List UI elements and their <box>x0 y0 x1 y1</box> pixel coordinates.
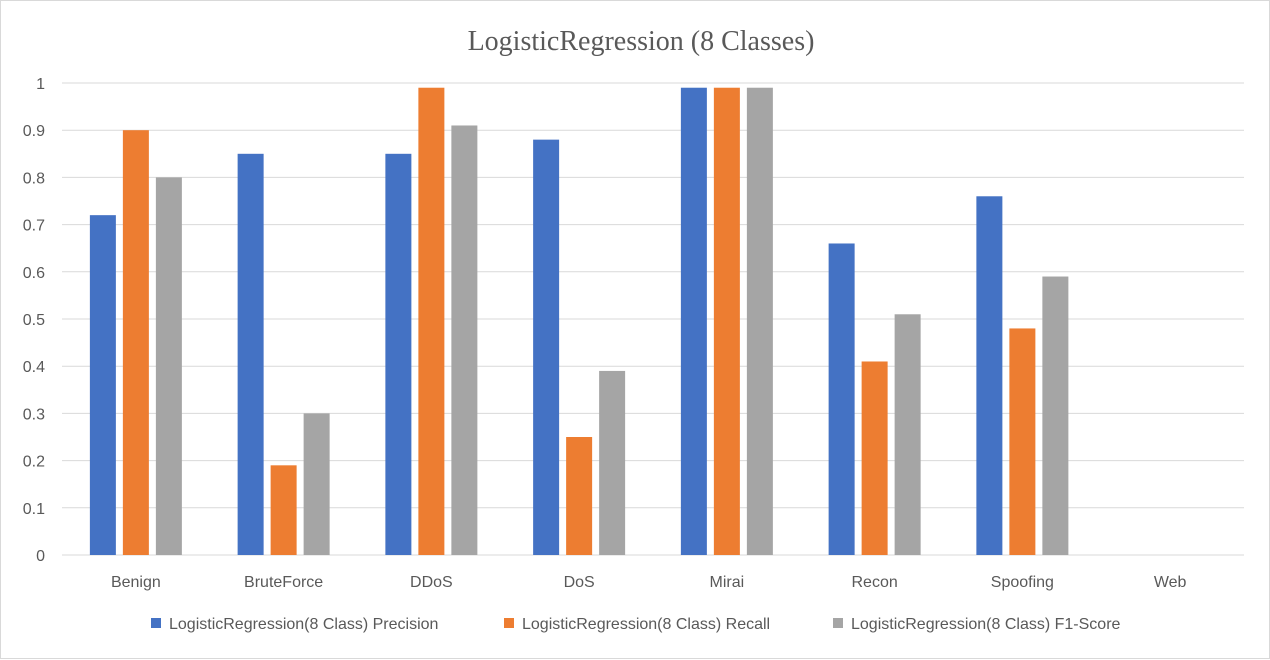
bar <box>566 437 593 555</box>
bar <box>894 314 921 555</box>
y-tick-label: 0.3 <box>23 406 45 423</box>
bar <box>976 196 1003 555</box>
bar <box>237 153 264 556</box>
legend: LogisticRegression(8 Class) Precision Log… <box>151 616 1121 633</box>
bar <box>270 465 297 555</box>
bar <box>599 370 626 555</box>
x-tick-label: Web <box>1154 574 1187 591</box>
bar <box>155 177 182 555</box>
y-tick-label: 0 <box>36 548 45 565</box>
bar <box>746 87 773 555</box>
x-tick-label: Recon <box>852 574 898 591</box>
y-axis-ticks: 0 0.1 0.2 0.3 0.4 0.5 0.6 0.7 0.8 0.9 1 <box>23 76 45 565</box>
x-tick-label: DoS <box>564 574 595 591</box>
y-tick-label: 0.1 <box>23 501 45 518</box>
bar <box>89 215 116 555</box>
bar <box>451 125 478 555</box>
bar <box>713 87 740 555</box>
bar <box>1042 276 1069 555</box>
bar <box>680 87 707 555</box>
bar <box>828 243 855 556</box>
x-tick-label: Mirai <box>710 574 745 591</box>
legend-label: LogisticRegression(8 Class) F1-Score <box>851 616 1121 633</box>
y-tick-label: 0.6 <box>23 265 45 282</box>
bar <box>122 130 149 555</box>
y-tick-label: 0.4 <box>23 359 45 376</box>
bar <box>385 153 412 556</box>
x-tick-label: BruteForce <box>244 574 323 591</box>
y-tick-label: 0.7 <box>23 218 45 235</box>
y-tick-label: 0.9 <box>23 123 45 140</box>
legend-label: LogisticRegression(8 Class) Precision <box>169 616 438 633</box>
x-tick-label: DDoS <box>410 574 453 591</box>
bar <box>303 413 330 555</box>
bar <box>533 139 560 555</box>
y-tick-label: 0.8 <box>23 170 45 187</box>
chart-title: LogisticRegression (8 Classes) <box>468 26 815 57</box>
x-tick-label: Spoofing <box>991 574 1054 591</box>
x-axis-ticks: Benign BruteForce DDoS DoS Mirai Recon Spoofin… <box>111 574 1187 591</box>
y-tick-label: 0.5 <box>23 312 45 329</box>
bar <box>418 87 445 555</box>
y-tick-label: 0.2 <box>23 454 45 471</box>
legend-swatch <box>504 618 514 628</box>
bars <box>89 87 1069 556</box>
legend-swatch <box>833 618 843 628</box>
bar <box>1009 328 1036 555</box>
legend-label: LogisticRegression(8 Class) Recall <box>522 616 770 633</box>
x-tick-label: Benign <box>111 574 161 591</box>
y-tick-label: 1 <box>36 76 45 93</box>
bar <box>861 361 888 555</box>
legend-swatch <box>151 618 161 628</box>
